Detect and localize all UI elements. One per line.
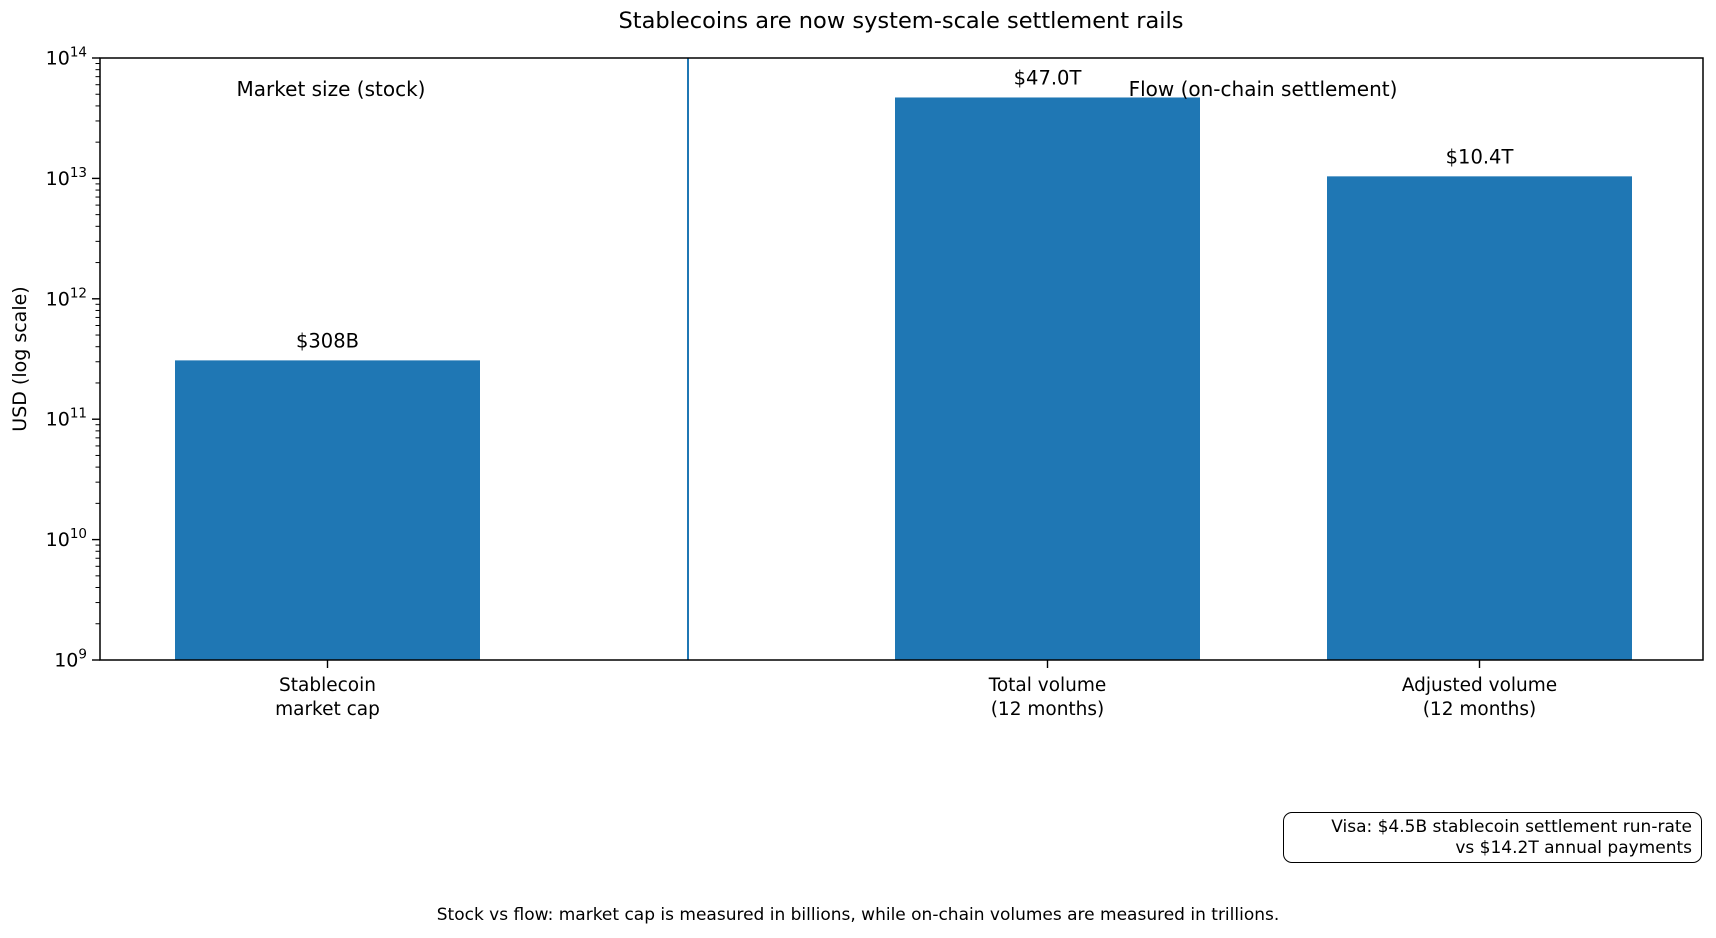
y-tick-label-10e13: 1013 xyxy=(46,165,87,190)
y-tick-label-10e14: 1014 xyxy=(46,45,87,70)
chart-title: Stablecoins are now system-scale settlem… xyxy=(618,8,1184,34)
x-tick-label-2-line-1: Total volume xyxy=(988,675,1107,696)
annotation-line-1: Visa: $4.5B stablecoin settlement run-ra… xyxy=(1331,817,1692,837)
y-tick-label-10e9: 109 xyxy=(54,647,87,672)
y-tick-label-10e12: 1012 xyxy=(46,285,87,310)
y-tick-label-10e11: 1011 xyxy=(46,406,87,431)
plot-box-spines xyxy=(99,57,1704,661)
bar-value-label-2: $47.0T xyxy=(1014,66,1082,89)
annotation-line-2: vs $14.2T annual payments xyxy=(1455,838,1692,858)
x-tick-label-1-line-2: market cap xyxy=(275,699,380,720)
bar-2 xyxy=(895,97,1200,660)
bar-3 xyxy=(1327,176,1632,660)
bar-1 xyxy=(175,360,480,660)
x-tick-label-3-line-1: Adjusted volume xyxy=(1402,675,1557,696)
section-label-1: Market size (stock) xyxy=(237,77,426,101)
x-tick-label-3-line-2: (12 months) xyxy=(1423,699,1537,720)
visa-annotation-box: Visa: $4.5B stablecoin settlement run-ra… xyxy=(1283,812,1702,863)
y-tick-label-10e10: 1010 xyxy=(46,526,87,551)
x-tick-label-2-line-2: (12 months) xyxy=(991,699,1105,720)
section-label-2: Flow (on-chain settlement) xyxy=(1129,77,1398,101)
bar-value-label-1: $308B xyxy=(296,329,359,352)
x-tick-label-1-line-1: Stablecoin xyxy=(279,675,376,696)
figure-caption: Stock vs flow: market cap is measured in… xyxy=(436,905,1280,925)
bar-value-label-3: $10.4T xyxy=(1446,145,1514,168)
